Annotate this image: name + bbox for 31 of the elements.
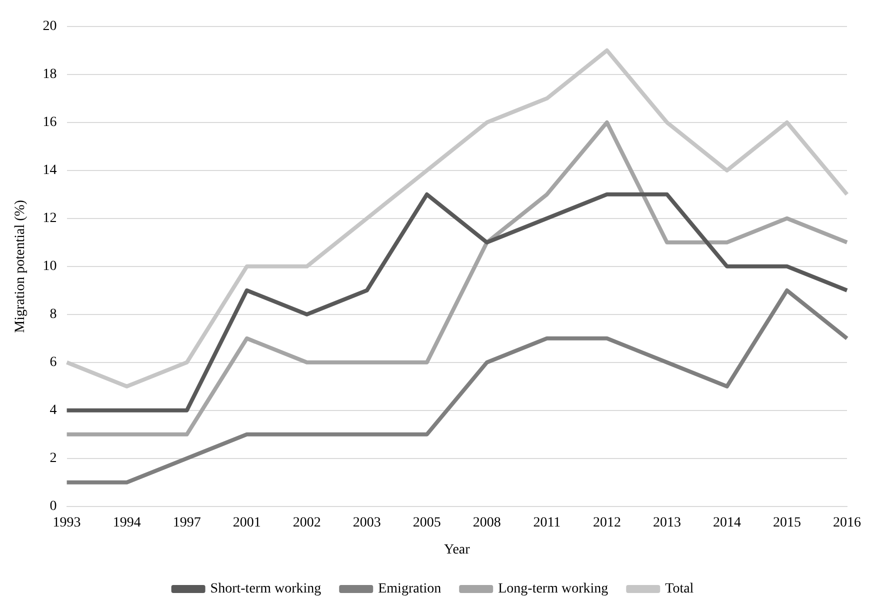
y-tick-label: 0	[50, 499, 57, 514]
x-tick-label: 1993	[52, 515, 81, 530]
x-tick-label: 1994	[112, 515, 141, 530]
y-tick-label: 4	[50, 403, 57, 418]
y-tick-label: 6	[50, 355, 57, 370]
x-tick-label: 2016	[833, 515, 861, 530]
x-tick-label: 2003	[352, 515, 381, 530]
y-tick-label: 20	[42, 19, 57, 34]
x-axis-title: Year	[444, 542, 470, 558]
x-tick-label: 2012	[592, 515, 621, 530]
y-tick-label: 14	[42, 163, 57, 178]
y-tick-label: 10	[42, 259, 57, 274]
legend-label: Emigration	[378, 582, 442, 597]
x-tick-label: 2013	[652, 515, 681, 530]
x-tick-label: 2005	[412, 515, 441, 530]
y-tick-label: 8	[50, 307, 57, 322]
x-tick-label: 2014	[712, 515, 741, 530]
x-tick-label: 2015	[772, 515, 801, 530]
x-tick-label: 2008	[472, 515, 501, 530]
x-tick-label: 2001	[232, 515, 261, 530]
x-tick-label: 1997	[172, 515, 201, 530]
y-tick-label: 18	[42, 67, 57, 82]
y-tick-label: 12	[42, 211, 57, 226]
y-tick-label: 2	[50, 451, 57, 466]
legend-label: Total	[665, 582, 694, 597]
legend-label: Short-term working	[210, 582, 322, 597]
x-tick-label: 2002	[292, 515, 321, 530]
y-tick-label: 16	[42, 115, 57, 130]
x-tick-label: 2011	[533, 515, 561, 530]
legend-label: Long-term working	[498, 582, 608, 597]
y-axis-title: Migration potential (%)	[13, 200, 28, 333]
